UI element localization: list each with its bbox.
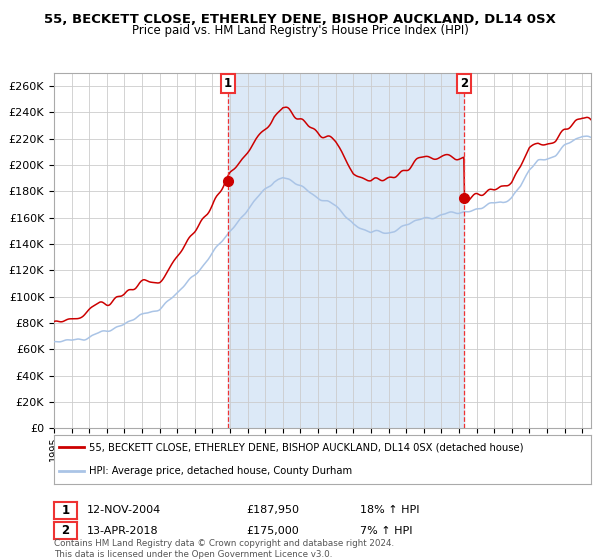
- Text: 7% ↑ HPI: 7% ↑ HPI: [360, 526, 413, 536]
- Text: 12-NOV-2004: 12-NOV-2004: [87, 505, 161, 515]
- Text: 13-APR-2018: 13-APR-2018: [87, 526, 158, 536]
- Text: 18% ↑ HPI: 18% ↑ HPI: [360, 505, 419, 515]
- Text: 1: 1: [224, 77, 232, 90]
- Text: 55, BECKETT CLOSE, ETHERLEY DENE, BISHOP AUCKLAND, DL14 0SX (detached house): 55, BECKETT CLOSE, ETHERLEY DENE, BISHOP…: [89, 442, 523, 452]
- Text: £175,000: £175,000: [246, 526, 299, 536]
- Text: 2: 2: [61, 524, 70, 538]
- Text: HPI: Average price, detached house, County Durham: HPI: Average price, detached house, Coun…: [89, 465, 352, 475]
- Text: Price paid vs. HM Land Registry's House Price Index (HPI): Price paid vs. HM Land Registry's House …: [131, 24, 469, 36]
- Text: 2: 2: [460, 77, 468, 90]
- Text: Contains HM Land Registry data © Crown copyright and database right 2024.
This d: Contains HM Land Registry data © Crown c…: [54, 539, 394, 559]
- Text: 1: 1: [61, 503, 70, 517]
- Text: 55, BECKETT CLOSE, ETHERLEY DENE, BISHOP AUCKLAND, DL14 0SX: 55, BECKETT CLOSE, ETHERLEY DENE, BISHOP…: [44, 13, 556, 26]
- Text: £187,950: £187,950: [246, 505, 299, 515]
